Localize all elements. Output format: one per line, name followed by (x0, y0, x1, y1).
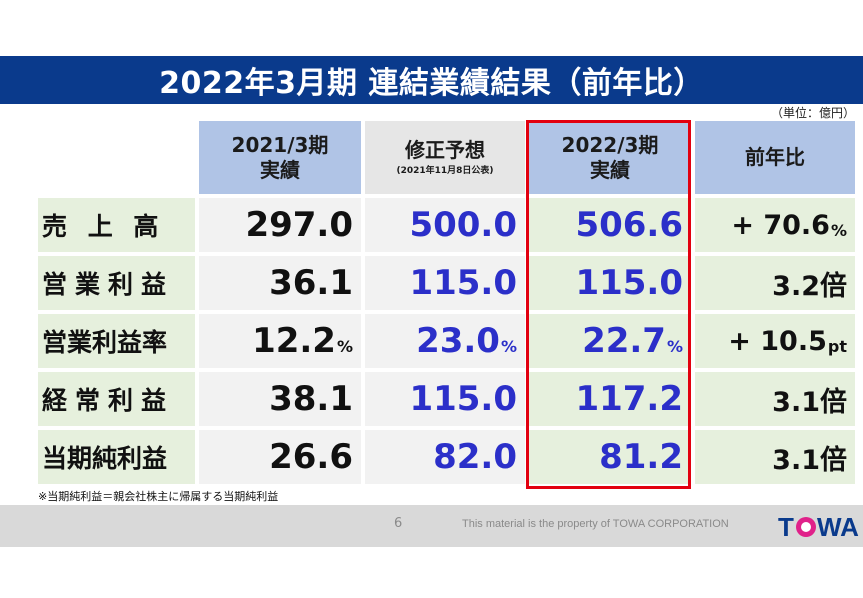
row-label-sales: 売 上 高 (38, 198, 195, 252)
value: 26.6 (269, 437, 353, 477)
cell-ordincome-yoy: 3.1倍 (695, 372, 855, 426)
value: 115.0 (409, 379, 517, 419)
unit-label: （単位：億円） (770, 106, 855, 120)
cell-opincome-2022: 115.0 (529, 256, 691, 310)
value: 22.7 (582, 321, 666, 361)
row-label-text: 営業利益 (42, 270, 175, 299)
cell-ordincome-forecast: 115.0 (365, 372, 525, 426)
value: 3.1倍 (772, 386, 847, 418)
cell-ordincome-2022: 117.2 (529, 372, 691, 426)
page-number: 6 (394, 516, 403, 531)
cell-opincome-forecast: 115.0 (365, 256, 525, 310)
unit: % (830, 220, 847, 240)
cell-opincome-yoy: 3.2倍 (695, 256, 855, 310)
header-fy2021-actual: 2021/3期 実績 (199, 121, 361, 194)
fy2022-highlight-frame (526, 120, 691, 489)
row-label-text: 売 上 高 (42, 212, 165, 241)
unit: % (666, 336, 683, 356)
cell-opmargin-2022: 22.7% (529, 314, 691, 368)
cell-netincome-2022: 81.2 (529, 430, 691, 484)
property-notice: This material is the property of TOWA CO… (462, 518, 729, 530)
value: 82.0 (433, 437, 517, 477)
unit: % (336, 336, 353, 356)
header-fy2021-line2: 実績 (260, 157, 300, 182)
row-label-ordinary-income: 経常利益 (38, 372, 195, 426)
row-label-operating-income: 営業利益 (38, 256, 195, 310)
cell-netincome-yoy: 3.1倍 (695, 430, 855, 484)
footnote: ※当期純利益＝親会社株主に帰属する当期純利益 (38, 490, 279, 503)
value: 3.2倍 (772, 270, 847, 302)
value: 81.2 (599, 437, 683, 477)
value: 115.0 (575, 263, 683, 303)
header-fy2022-line1: 2022/3期 (561, 132, 659, 157)
towa-logo: T WA (778, 512, 859, 542)
value: + 70.6 (731, 209, 830, 241)
svg-text:WA: WA (817, 512, 859, 542)
row-label-text: 経常利益 (42, 386, 175, 415)
svg-text:T: T (778, 512, 794, 542)
value: 38.1 (269, 379, 353, 419)
cell-sales-2021: 297.0 (199, 198, 361, 252)
cell-opmargin-forecast: 23.0% (365, 314, 525, 368)
cell-netincome-2021: 26.6 (199, 430, 361, 484)
cell-opmargin-yoy: + 10.5 pt (695, 314, 855, 368)
unit: pt (827, 336, 847, 356)
value: 23.0 (416, 321, 500, 361)
header-fy2022-actual: 2022/3期 実績 (529, 121, 691, 194)
header-revised-forecast: 修正予想 (2021年11月8日公表) (365, 121, 525, 194)
header-yoy-label: 前年比 (745, 145, 805, 169)
value: 297.0 (245, 205, 353, 245)
value: 506.6 (575, 205, 683, 245)
cell-sales-forecast: 500.0 (365, 198, 525, 252)
value: 3.1倍 (772, 444, 847, 476)
value: 12.2 (252, 321, 336, 361)
row-label-net-income: 当期純利益 (38, 430, 195, 484)
header-yoy: 前年比 (695, 121, 855, 194)
header-forecast-date: (2021年11月8日公表) (396, 165, 494, 176)
value: 36.1 (269, 263, 353, 303)
value: 500.0 (409, 205, 517, 245)
header-fy2021-line1: 2021/3期 (231, 132, 329, 157)
value: + 10.5 (728, 325, 827, 357)
header-fy2022-line2: 実績 (590, 157, 630, 182)
footer-bar (0, 505, 863, 547)
cell-opmargin-2021: 12.2% (199, 314, 361, 368)
row-label-text: 営業利益率 (42, 328, 168, 357)
cell-sales-yoy: + 70.6% (695, 198, 855, 252)
row-label-operating-margin: 営業利益率 (38, 314, 195, 368)
page-title: 2022年3月期 連結業績結果（前年比） (0, 56, 863, 104)
row-label-text: 当期純利益 (42, 444, 168, 473)
header-forecast-line1: 修正予想 (405, 137, 485, 162)
cell-netincome-forecast: 82.0 (365, 430, 525, 484)
cell-ordincome-2021: 38.1 (199, 372, 361, 426)
value: 115.0 (409, 263, 517, 303)
unit: % (500, 336, 517, 356)
value: 117.2 (575, 379, 683, 419)
cell-sales-2022: 506.6 (529, 198, 691, 252)
cell-opincome-2021: 36.1 (199, 256, 361, 310)
